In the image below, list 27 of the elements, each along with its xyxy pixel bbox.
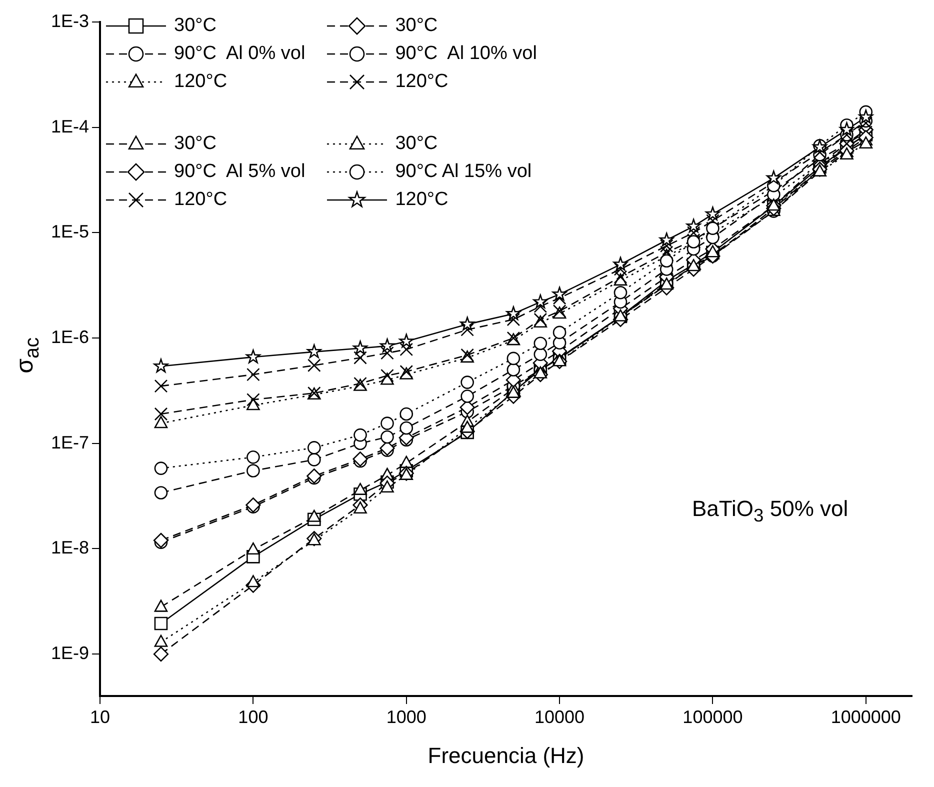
x-tick-label: 1000 [386,706,426,727]
x-axis-title: Frecuencia (Hz) [428,742,584,768]
legend-label: 30°C [174,15,216,37]
y-tick-label: 1E-4 [50,116,90,136]
legend-label: 90°C Al 0% vol [174,43,306,65]
annotation: BaTiO$_{3}$ 50% vol [692,496,848,526]
legend-label: 30°C [174,133,216,155]
legend-label: 120°C [395,189,448,211]
x-tick-label: 10 [90,706,110,727]
x-tick-label: 1000000 [830,706,901,727]
y-tick-label: 1E-7 [50,432,90,452]
x-tick-label: 100 [238,706,268,727]
legend-label: 120°C [174,71,228,93]
legend-label: 30°C [395,133,438,155]
legend-label: 30°C [395,15,438,37]
legend-label: 120°C [174,189,228,211]
y-tick-label: 1E-5 [50,222,90,242]
x-tick-label: 100000 [682,706,743,727]
legend-label: 90°C Al 15% vol [395,161,532,183]
x-tick-label: 10000 [534,706,585,727]
y-tick-label: 1E-8 [50,538,90,558]
legend-label: 90°C Al 10% vol [395,43,537,65]
y-tick-label: 1E-3 [50,10,90,31]
legend-label: 120°C [395,71,448,93]
y-tick-label: 1E-9 [50,643,90,664]
y-tick-label: 1E-6 [50,327,90,348]
legend-label: 90°C Al 5% vol [174,161,306,183]
